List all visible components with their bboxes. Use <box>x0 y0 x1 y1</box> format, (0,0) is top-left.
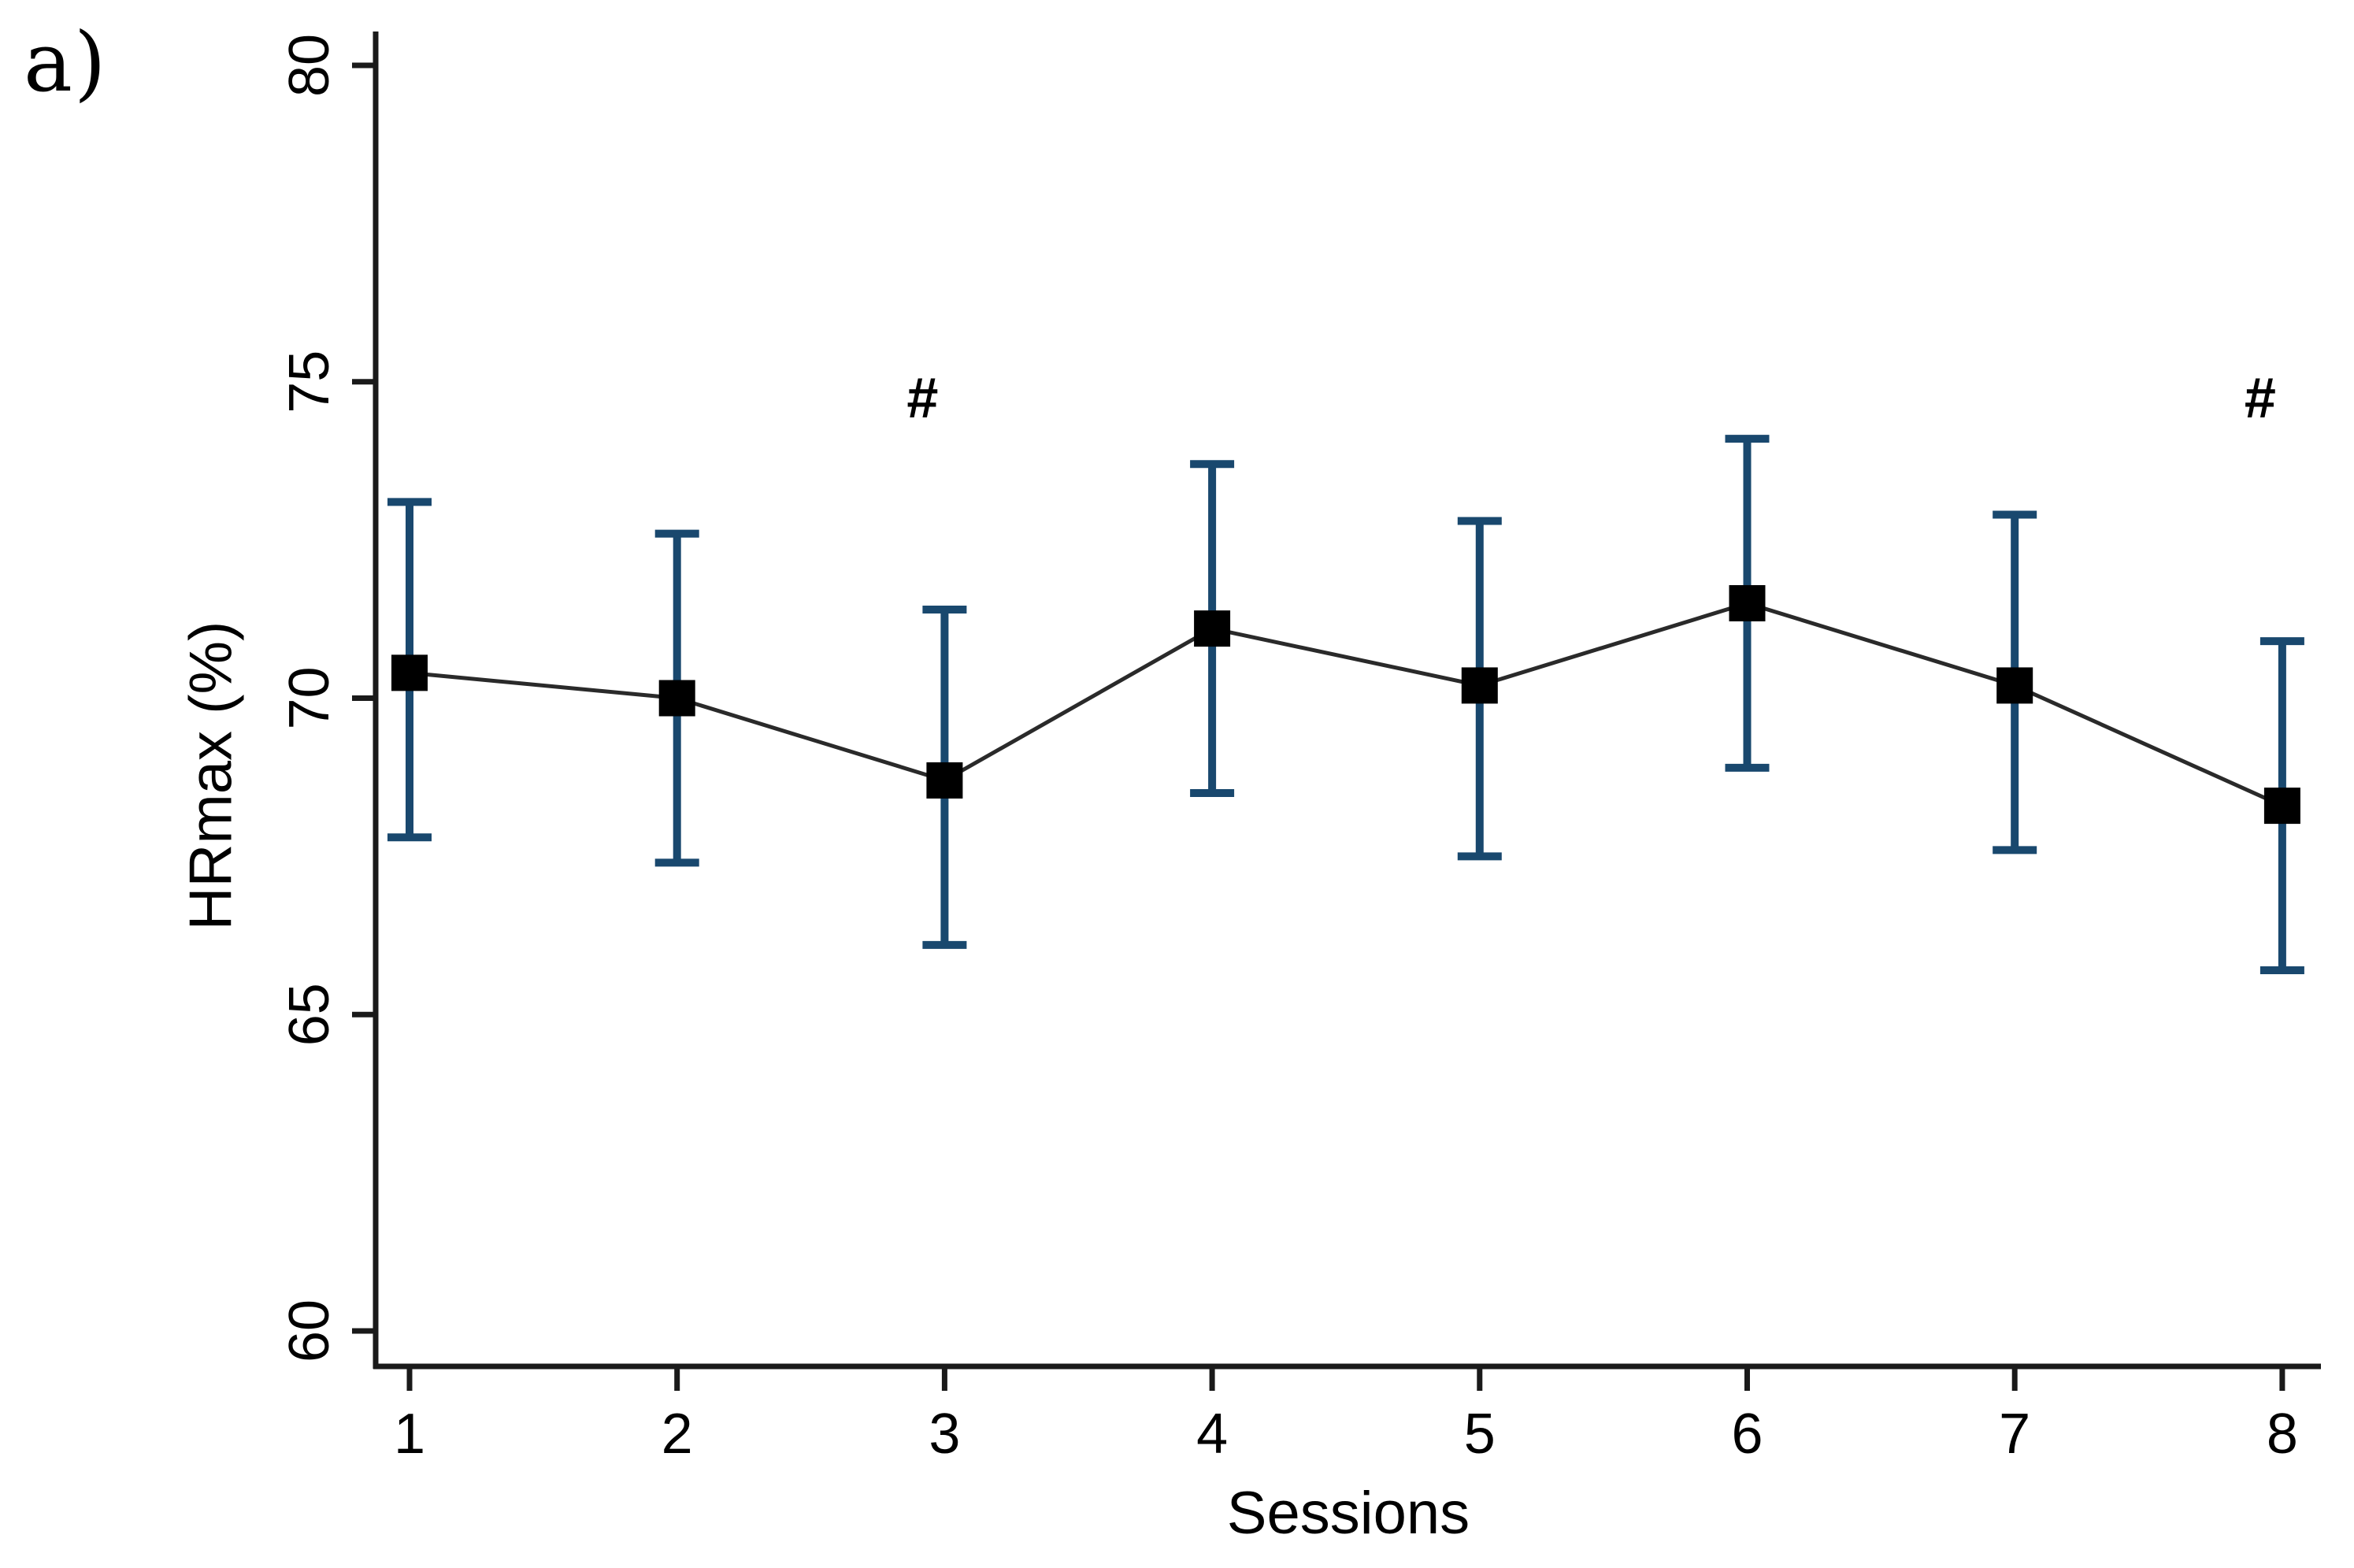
data-point-marker <box>2263 788 2300 825</box>
hash-annotation: # <box>906 367 938 430</box>
x-tick-label: 5 <box>1464 1403 1496 1466</box>
x-axis-title: Sessions <box>1226 1480 1470 1547</box>
data-point-marker <box>658 680 695 717</box>
x-tick-label: 6 <box>1731 1403 1763 1466</box>
data-line <box>409 601 2283 808</box>
x-tick-label: 7 <box>1999 1403 2030 1466</box>
y-axis-title: HRmax (%) <box>177 621 245 931</box>
data-point-marker <box>1996 667 2033 704</box>
y-tick-label: 75 <box>278 350 341 413</box>
x-tick-label: 2 <box>662 1403 693 1466</box>
x-tick-label: 1 <box>394 1403 425 1466</box>
data-point-marker <box>1729 584 1766 621</box>
panel-label: a) <box>24 14 108 110</box>
data-point-marker <box>1194 610 1231 647</box>
data-point-marker <box>926 762 963 799</box>
x-tick-label: 8 <box>2267 1403 2298 1466</box>
y-tick-label: 80 <box>278 34 341 97</box>
data-point-marker <box>391 654 428 691</box>
hash-annotation: # <box>2245 367 2276 430</box>
y-tick-label: 65 <box>278 983 341 1046</box>
y-tick-label: 60 <box>278 1299 341 1362</box>
x-tick-label: 4 <box>1196 1403 1228 1466</box>
y-tick-label: 70 <box>278 666 341 729</box>
data-point-marker <box>1461 667 1498 704</box>
x-tick-label: 3 <box>929 1403 960 1466</box>
